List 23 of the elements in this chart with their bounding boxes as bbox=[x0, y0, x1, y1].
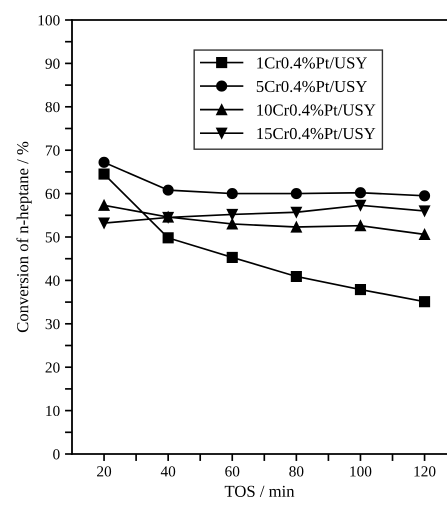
y-tick-label: 80 bbox=[46, 102, 60, 112]
y-tick-label: 0 bbox=[53, 449, 60, 460]
x-tick-label: 40 bbox=[160, 466, 176, 477]
y-axis-title: Conversion of n-heptane / % bbox=[16, 142, 32, 332]
y-tick-label: 40 bbox=[45, 276, 60, 286]
x-tick-label: 80 bbox=[289, 466, 304, 477]
legend-label: 15Cr0.4%Pt/USY bbox=[257, 128, 376, 140]
y-tick-label: 50 bbox=[46, 232, 60, 242]
x-axis-title: TOS / min bbox=[224, 486, 294, 497]
y-tick-label: 70 bbox=[46, 145, 60, 156]
y-tick-label: 30 bbox=[46, 318, 60, 330]
y-tick-label: 20 bbox=[46, 362, 60, 373]
y-tick-label: 10 bbox=[46, 406, 60, 416]
x-tick-label: 120 bbox=[414, 466, 436, 477]
x-tick-label: 100 bbox=[350, 466, 372, 477]
y-tick-label: 60 bbox=[46, 188, 60, 200]
x-tick-label: 20 bbox=[97, 466, 112, 477]
legend-label: 1Cr0.4%Pt/USY bbox=[257, 57, 367, 69]
y-tick-label: 90 bbox=[45, 58, 60, 69]
legend-label: 10Cr0.4%Pt/USY bbox=[257, 104, 376, 116]
legend-label: 5Cr0.4%Pt/USY bbox=[256, 80, 367, 92]
y-tick-label: 100 bbox=[38, 15, 60, 26]
x-tick-label: 60 bbox=[225, 466, 240, 477]
